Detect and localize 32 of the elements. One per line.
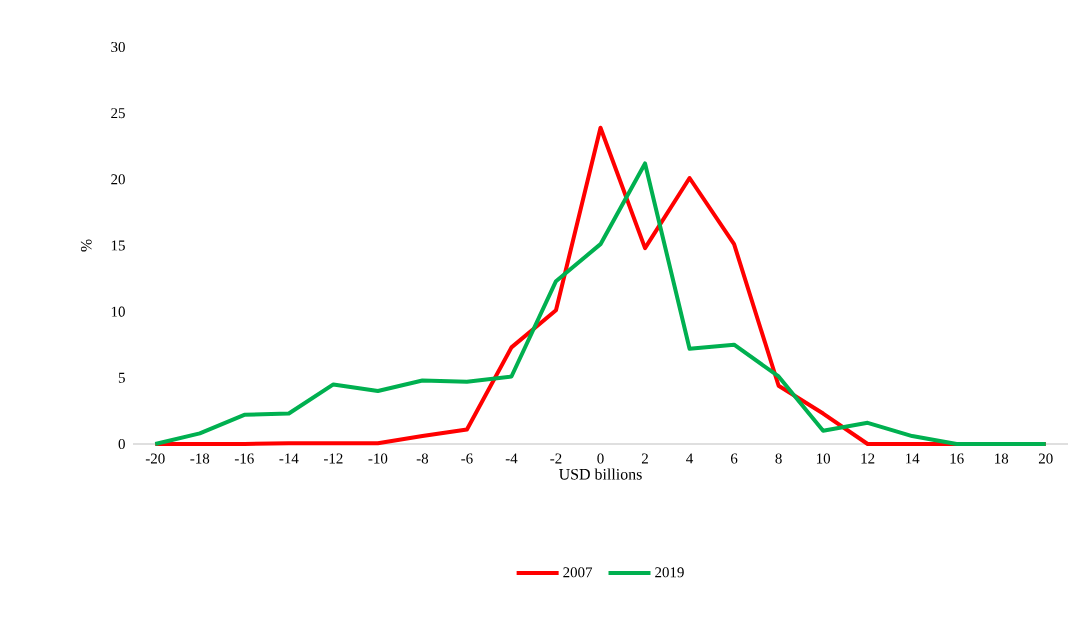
x-tick-label: -6 [461, 453, 473, 464]
y-tick-label: 20 [111, 174, 125, 185]
y-tick-label: 0 [118, 438, 125, 450]
x-tick-label: 12 [861, 453, 875, 464]
x-tick-label: -14 [279, 453, 299, 464]
legend-label: 2019 [655, 567, 684, 578]
x-tick-label: 0 [597, 453, 604, 464]
x-tick-label: -12 [323, 453, 343, 464]
x-tick-label: -8 [416, 453, 429, 464]
x-tick-label: 10 [816, 453, 831, 464]
y-tick-label: 15 [111, 240, 125, 251]
x-tick-label: 6 [730, 453, 738, 464]
y-tick-label: 30 [111, 41, 125, 53]
legend-label: 2007 [563, 567, 593, 578]
x-tick-label: -18 [190, 453, 210, 464]
x-tick-label: -16 [234, 453, 254, 464]
x-tick-label: -2 [550, 453, 562, 464]
x-tick-label: 18 [995, 453, 1009, 464]
x-tick-label: 20 [1038, 453, 1053, 464]
y-tick-label: 25 [111, 108, 125, 119]
x-tick-label: 14 [906, 453, 920, 464]
x-axis-title: USD billions [558, 468, 642, 480]
x-tick-label: 4 [686, 453, 694, 464]
x-tick-label: -4 [505, 453, 518, 464]
x-tick-label: 2 [641, 453, 648, 464]
y-tick-label: 5 [118, 372, 125, 383]
x-tick-label: -10 [368, 453, 388, 464]
y-tick-label: 10 [111, 306, 125, 317]
y-axis-title: % [80, 239, 92, 252]
x-tick-label: 16 [950, 453, 964, 464]
x-tick-label: 8 [775, 453, 782, 464]
x-tick-label: -20 [145, 453, 165, 464]
